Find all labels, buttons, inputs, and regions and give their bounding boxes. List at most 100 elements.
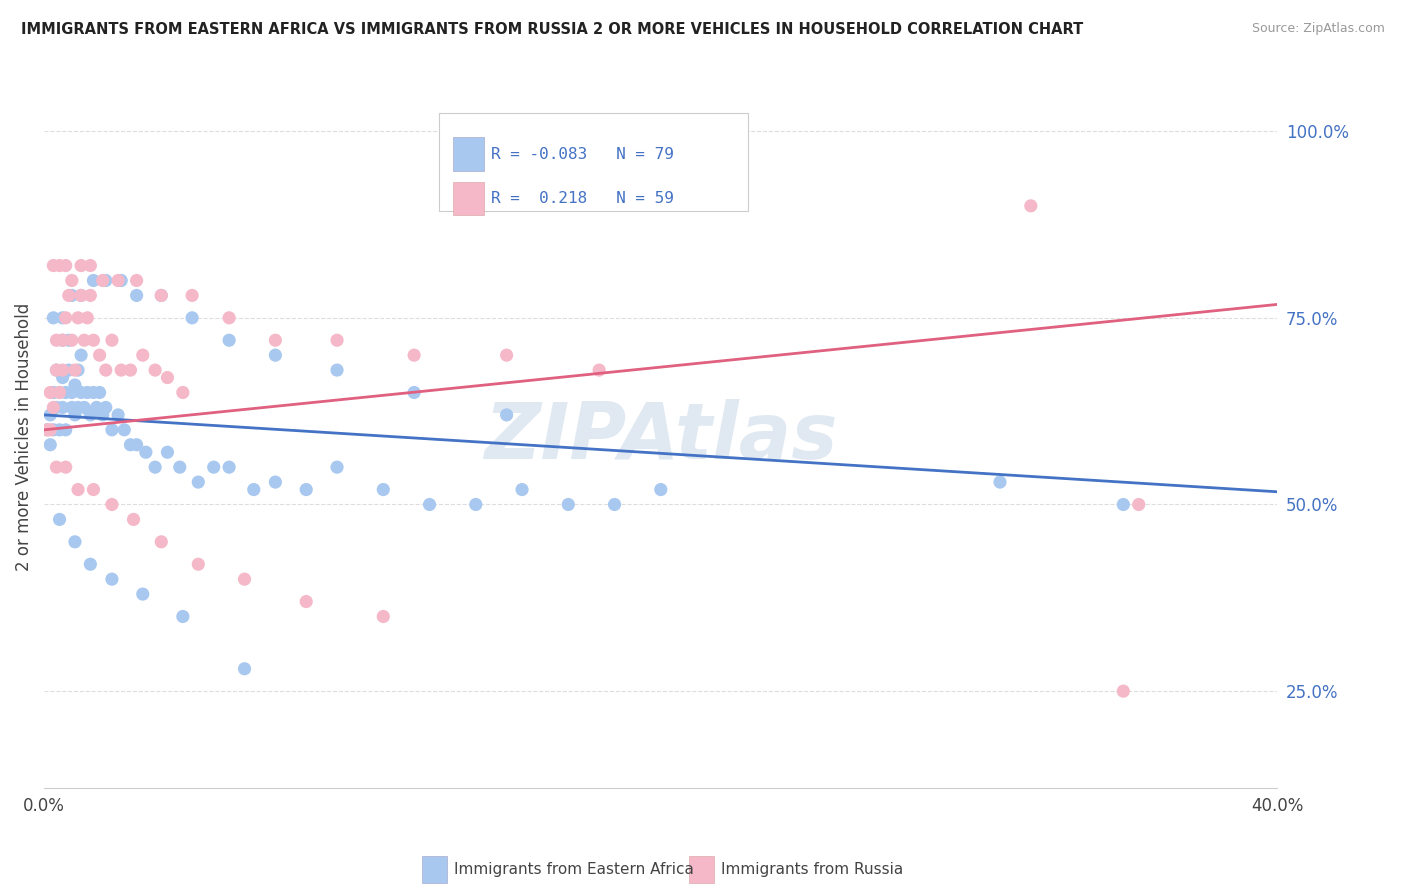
Point [233, 572, 256, 586]
Point [156, 445, 179, 459]
Point [218, 310, 240, 325]
Point [404, 385, 426, 400]
Point [82, 333, 104, 347]
Point [1019, 199, 1042, 213]
Point [120, 363, 142, 377]
Point [82, 273, 104, 287]
Point [45, 333, 67, 347]
Point [70, 348, 93, 362]
Point [172, 385, 194, 400]
Point [326, 363, 349, 377]
Point [42, 385, 65, 400]
Point [42, 259, 65, 273]
Point [495, 348, 517, 362]
Point [66, 363, 89, 377]
Point [132, 587, 155, 601]
Point [120, 438, 142, 452]
Point [264, 333, 287, 347]
Point [101, 333, 124, 347]
Point [264, 348, 287, 362]
Point [132, 348, 155, 362]
Point [135, 445, 157, 459]
Point [60, 401, 83, 415]
Point [464, 498, 486, 512]
Point [181, 310, 204, 325]
Point [112, 423, 135, 437]
Point [55, 423, 77, 437]
Point [79, 408, 101, 422]
Point [66, 483, 89, 497]
Point [143, 460, 166, 475]
Point [243, 483, 266, 497]
Point [187, 475, 209, 489]
Point [91, 273, 114, 287]
Point [79, 259, 101, 273]
Point [373, 483, 395, 497]
Point [94, 273, 117, 287]
Point [60, 385, 83, 400]
Point [419, 498, 441, 512]
Point [295, 483, 318, 497]
Point [45, 363, 67, 377]
Point [63, 408, 86, 422]
Text: Immigrants from Russia: Immigrants from Russia [721, 863, 904, 877]
Point [89, 348, 111, 362]
Point [82, 483, 104, 497]
Point [79, 288, 101, 302]
Point [202, 460, 225, 475]
Point [122, 512, 145, 526]
Point [988, 475, 1011, 489]
Point [52, 333, 75, 347]
Text: ZIPAtlas: ZIPAtlas [484, 400, 838, 475]
Point [60, 273, 83, 287]
Text: IMMIGRANTS FROM EASTERN AFRICA VS IMMIGRANTS FROM RUSSIA 2 OR MORE VEHICLES IN H: IMMIGRANTS FROM EASTERN AFRICA VS IMMIGR… [21, 22, 1084, 37]
Point [110, 363, 132, 377]
Point [218, 460, 240, 475]
Point [66, 310, 89, 325]
Text: Immigrants from Eastern Africa: Immigrants from Eastern Africa [454, 863, 695, 877]
Point [588, 363, 610, 377]
Point [125, 273, 148, 287]
Point [42, 401, 65, 415]
Point [63, 363, 86, 377]
Point [101, 423, 124, 437]
Point [52, 310, 75, 325]
Point [1112, 498, 1135, 512]
Point [326, 333, 349, 347]
Point [55, 385, 77, 400]
Point [79, 558, 101, 572]
Point [60, 288, 83, 302]
Point [52, 363, 75, 377]
Point [73, 333, 96, 347]
Point [150, 288, 173, 302]
Point [101, 498, 124, 512]
Point [233, 662, 256, 676]
Point [60, 333, 83, 347]
Point [63, 534, 86, 549]
Point [125, 438, 148, 452]
Point [495, 408, 517, 422]
Point [295, 594, 318, 608]
Point [94, 363, 117, 377]
Point [650, 483, 672, 497]
Point [45, 363, 67, 377]
Point [91, 408, 114, 422]
Point [52, 401, 75, 415]
Point [110, 273, 132, 287]
Point [1112, 684, 1135, 698]
Point [58, 333, 80, 347]
Point [37, 423, 59, 437]
Point [48, 385, 70, 400]
Point [42, 310, 65, 325]
Point [107, 273, 129, 287]
Point [70, 259, 93, 273]
Point [55, 259, 77, 273]
Point [187, 558, 209, 572]
Point [150, 534, 173, 549]
Point [45, 460, 67, 475]
Point [39, 408, 62, 422]
Point [181, 288, 204, 302]
Point [63, 378, 86, 392]
Point [70, 288, 93, 302]
Point [66, 401, 89, 415]
